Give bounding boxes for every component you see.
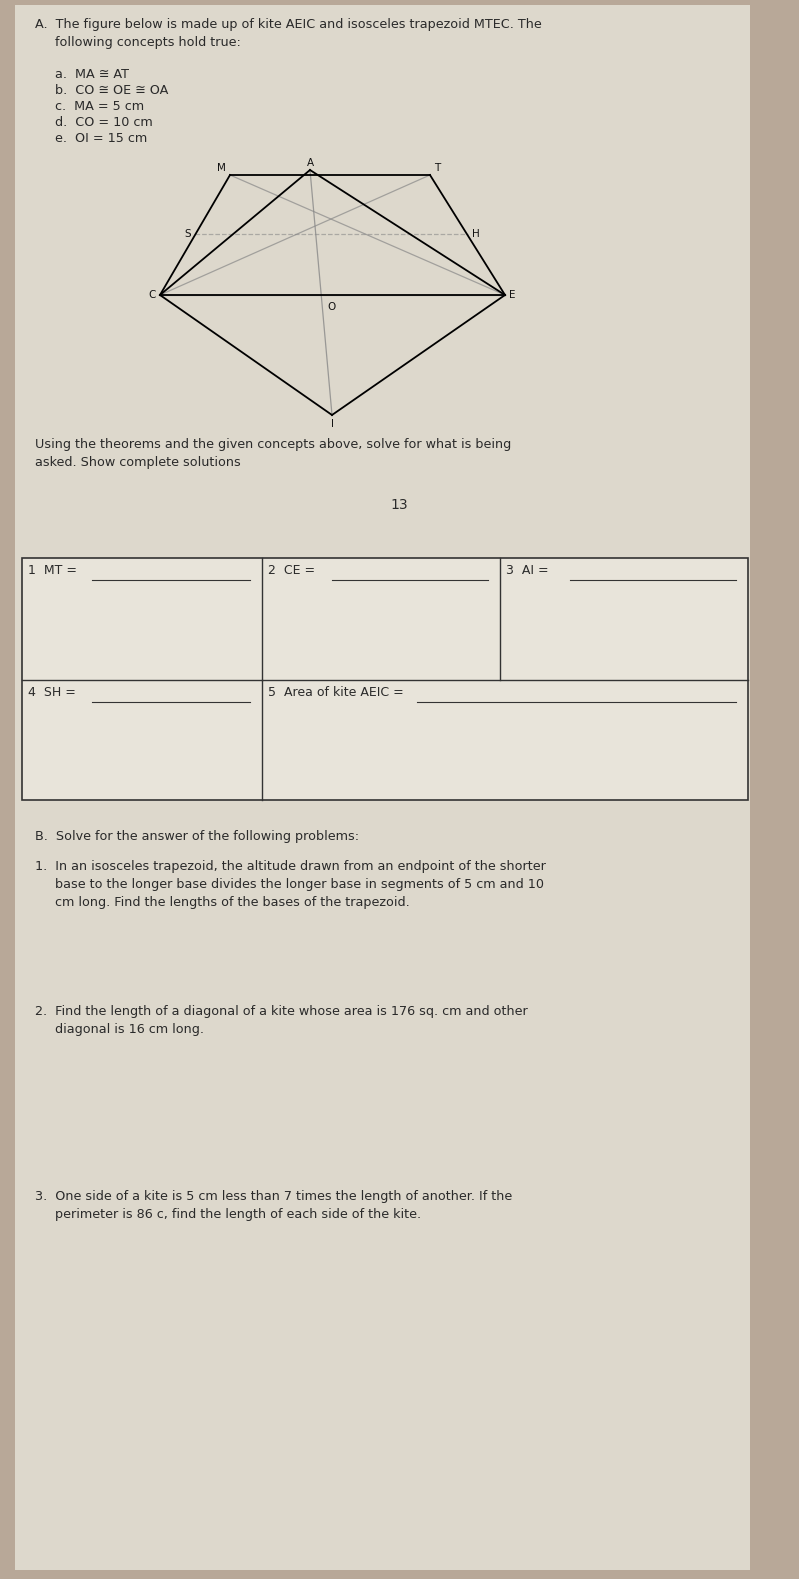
Text: a.  MA ≅ AT: a. MA ≅ AT xyxy=(55,68,129,81)
Text: M: M xyxy=(217,163,226,174)
Text: 1.  In an isosceles trapezoid, the altitude drawn from an endpoint of the shorte: 1. In an isosceles trapezoid, the altitu… xyxy=(35,861,546,910)
Bar xyxy=(22,557,748,801)
Text: B.  Solve for the answer of the following problems:: B. Solve for the answer of the following… xyxy=(35,831,359,843)
Text: 2  CE =: 2 CE = xyxy=(268,564,315,576)
Text: b.  CO ≅ OE ≅ OA: b. CO ≅ OE ≅ OA xyxy=(55,84,169,96)
Text: I: I xyxy=(331,418,333,429)
Text: Using the theorems and the given concepts above, solve for what is being
asked. : Using the theorems and the given concept… xyxy=(35,437,511,469)
Text: C: C xyxy=(149,291,156,300)
Text: T: T xyxy=(434,163,440,174)
Text: 1  MT =: 1 MT = xyxy=(28,564,77,576)
Text: O: O xyxy=(328,302,336,313)
Text: c.  MA = 5 cm: c. MA = 5 cm xyxy=(55,99,144,114)
Text: d.  CO = 10 cm: d. CO = 10 cm xyxy=(55,115,153,129)
Text: 2.  Find the length of a diagonal of a kite whose area is 176 sq. cm and other
 : 2. Find the length of a diagonal of a ki… xyxy=(35,1004,528,1036)
Text: A: A xyxy=(307,158,313,167)
Text: e.  OI = 15 cm: e. OI = 15 cm xyxy=(55,133,147,145)
Text: E: E xyxy=(509,291,515,300)
Text: 5  Area of kite AEIC =: 5 Area of kite AEIC = xyxy=(268,685,403,699)
Text: 3  AI =: 3 AI = xyxy=(506,564,549,576)
Text: S: S xyxy=(185,229,191,238)
Text: 3.  One side of a kite is 5 cm less than 7 times the length of another. If the
 : 3. One side of a kite is 5 cm less than … xyxy=(35,1191,512,1221)
Text: 4  SH =: 4 SH = xyxy=(28,685,76,699)
Text: 13: 13 xyxy=(390,497,407,512)
Text: A.  The figure below is made up of kite AEIC and isosceles trapezoid MTEC. The
 : A. The figure below is made up of kite A… xyxy=(35,17,542,49)
Text: H: H xyxy=(472,229,479,238)
